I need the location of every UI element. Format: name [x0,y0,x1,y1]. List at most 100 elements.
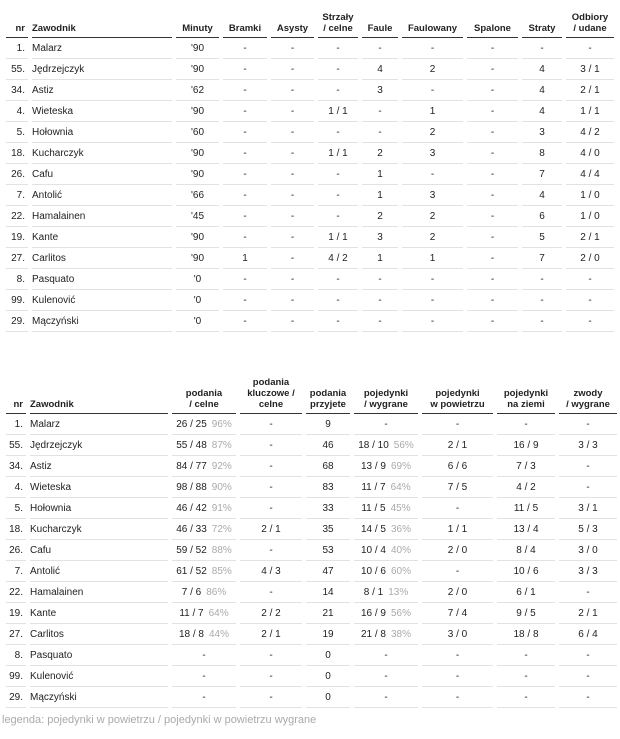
player-name: Malarz [30,414,168,435]
cell: 22. [6,206,28,227]
cell-value: 55 / 48 [176,439,207,451]
player-name: Cafu [30,540,168,561]
cell: 8. [6,645,26,666]
header-row: nr Zawodnik podania / celne podania kluczow… [6,368,617,414]
cell: - [240,645,302,666]
cell: - [362,311,398,332]
cell: 2 / 1 [566,80,614,101]
cell: 7. [6,185,28,206]
cell: 7 [522,164,562,185]
cell: - [271,143,314,164]
player-name: Wieteska [32,101,172,122]
cell-percent: 85% [211,565,232,577]
cell: - [271,59,314,80]
cell-value: 16 / 9 [360,607,386,619]
cell: 1 / 0 [566,185,614,206]
cell: - [467,143,518,164]
cell: 4 [522,185,562,206]
cell-value: 46 / 42 [176,502,207,514]
player-name: Hołownia [32,122,172,143]
cell: - [223,311,267,332]
cell: 1 [223,248,267,269]
cell: - [559,414,617,435]
cell: - [223,290,267,311]
cell: 2 / 1 [422,435,493,456]
cell: - [402,38,463,59]
cell: 46 / 33 72% [172,519,236,540]
cell: 6 / 1 [497,582,555,603]
cell: - [271,269,314,290]
cell: 98 / 88 90% [172,477,236,498]
cell-percent: 56% [391,607,412,619]
cell: 18 / 8 [497,624,555,645]
cell: 2 / 1 [240,519,302,540]
cell: - [497,414,555,435]
cell: - [467,311,518,332]
cell: - [223,269,267,290]
passes-table: nr Zawodnik podania / celne podania kluczow… [2,368,620,708]
cell: - [240,666,302,687]
cell: - [467,164,518,185]
cell: 34. [6,456,26,477]
column-header: pojedynki w powietrzu [422,368,493,414]
column-header: Minuty [176,0,219,38]
cell: 46 / 42 91% [172,498,236,519]
cell-percent: 60% [391,565,412,577]
cell: - [467,227,518,248]
cell: 10 / 6 [497,561,555,582]
cell: - [467,80,518,101]
header-row: nr Zawodnik Minuty Bramki Asysty Strzały / ce… [6,0,614,38]
cell: - [422,645,493,666]
cell: - [354,666,418,687]
cell: 55. [6,435,26,456]
cell-percent: 87% [211,439,232,451]
column-header: zwody / wygrane [559,368,617,414]
cell: - [271,122,314,143]
player-row: 26. Cafu '90- - -1- -7 4 / 4 [6,164,614,185]
legend: legenda: pojedynki w powietrzu / pojedyn… [2,714,317,726]
cell: 9 [306,414,350,435]
cell: - [566,311,614,332]
cell-percent: 40% [391,544,412,556]
column-header: podania przyjete [306,368,350,414]
column-header: pojedynki / wygrane [354,368,418,414]
player-row: 7. Antolić 61 / 52 85% 4 / 3 47 10 / 6 60% -10 /… [6,561,617,582]
cell: 0 [306,666,350,687]
player-row: 34. Astiz '62- - -3- -4 2 / 1 [6,80,614,101]
cell: 1 [362,248,398,269]
cell-value: 14 / 5 [360,523,386,535]
cell: - [223,185,267,206]
cell: - [223,80,267,101]
cell: - [497,666,555,687]
cell: 61 / 52 85% [172,561,236,582]
player-name: Pasquato [32,269,172,290]
cell: 0 [306,645,350,666]
cell: - [467,290,518,311]
cell: 8 [522,143,562,164]
cell: 6 [522,206,562,227]
cell: - [467,59,518,80]
cell: 1 / 1 [318,227,358,248]
player-name: Astiz [30,456,168,477]
player-name: Mączyński [30,687,168,708]
cell: - [318,164,358,185]
player-row: 55. Jędrzejczyk 55 / 48 87% -46 18 / 10 56% 2 /… [6,435,617,456]
player-name: Hamalainen [32,206,172,227]
cell-percent: 64% [208,607,229,619]
cell-value: 13 / 9 [360,460,386,472]
cell: 3 / 0 [422,624,493,645]
cell: - [402,290,463,311]
cell: 26 / 25 96% [172,414,236,435]
cell: - [354,687,418,708]
cell: - [566,38,614,59]
cell: 5. [6,122,28,143]
cell: - [271,227,314,248]
cell: 1 [402,248,463,269]
cell: - [271,248,314,269]
player-row: 29. Mączyński - -0- - - - [6,687,617,708]
cell: - [318,59,358,80]
cell: - [362,290,398,311]
cell: 7 / 3 [497,456,555,477]
